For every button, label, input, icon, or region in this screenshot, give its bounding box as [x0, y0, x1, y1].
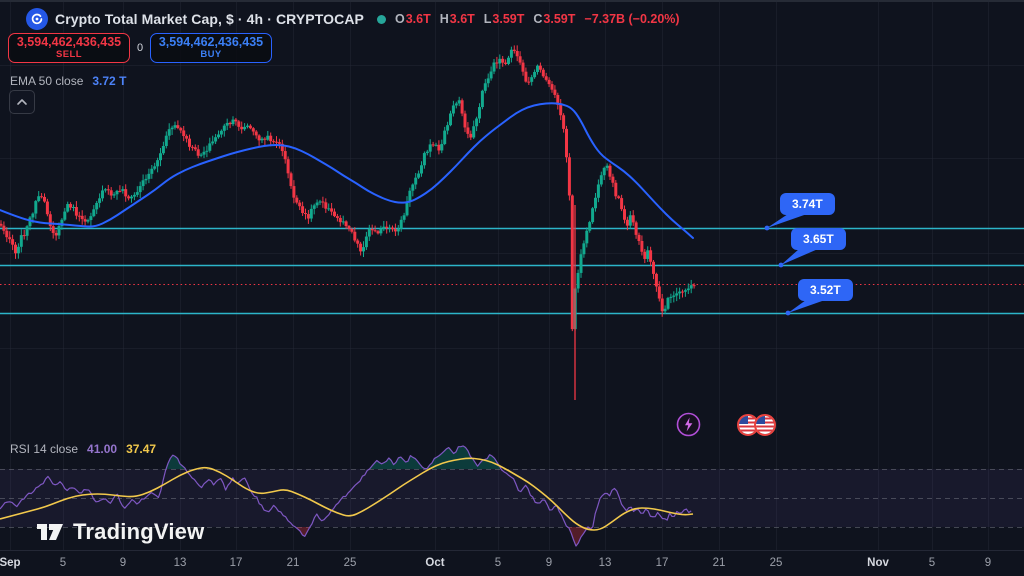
buy-price: 3,594,462,436,435 [158, 35, 264, 50]
time-axis-tick: 25 [343, 557, 357, 569]
ohlc-item: O3.6T [394, 12, 431, 26]
time-axis-tick: Sep [0, 557, 21, 569]
callout-anchor-dot [778, 262, 784, 268]
sell-label: SELL [56, 48, 82, 60]
time-axis-tick: 13 [598, 557, 612, 569]
time-axis-tick: 17 [655, 557, 669, 569]
spread-value: 0 [136, 42, 144, 54]
time-axis-tick: Oct [425, 557, 445, 569]
rsi-label: RSI 14 close [10, 442, 79, 456]
time-axis-tick: 21 [286, 557, 300, 569]
change-readout: −7.37B (−0.20%) [584, 12, 680, 26]
price-level-label[interactable]: 3.74T [780, 193, 835, 215]
rsi-ma-line[interactable] [0, 457, 694, 531]
collapse-panel-button[interactable] [9, 90, 35, 114]
time-axis-tick: 5 [928, 557, 936, 569]
tradingview-logo-icon [37, 524, 63, 540]
time-axis-tick: 21 [712, 557, 726, 569]
rsi-band [0, 469, 1024, 527]
time-axis-tick: 5 [59, 557, 67, 569]
cryptocap-logo-icon[interactable] [26, 8, 48, 30]
callout-tail [767, 214, 807, 228]
callout-anchor-dot [785, 310, 791, 316]
time-axis-tick: 17 [229, 557, 243, 569]
market-status-dot[interactable] [376, 14, 386, 24]
candlesticks [0, 45, 696, 332]
us-flag-icon [754, 414, 776, 436]
watermark-text: TradingView [73, 519, 205, 544]
ema-label: EMA 50 close [10, 74, 84, 88]
rsi-indicator-legend[interactable]: RSI 14 close 41.00 37.47 [10, 442, 156, 456]
buy-button[interactable]: 3,594,462,436,435 BUY [150, 33, 272, 63]
event-markers [676, 412, 806, 438]
lightning-event-icon[interactable] [676, 412, 701, 442]
us-economic-event-icons[interactable] [736, 413, 777, 437]
time-axis-tick: 9 [984, 557, 992, 569]
time-axis-tick: 9 [119, 557, 127, 569]
symbol-title[interactable]: Crypto Total Market Cap, $ · 4h · CRYPTO… [55, 11, 364, 27]
ohlc-item: H3.6T [439, 12, 475, 26]
time-axis-tick: 25 [769, 557, 783, 569]
rsi-ma-value: 37.47 [126, 442, 157, 456]
ohlc-item: L3.59T [483, 12, 525, 26]
rsi-oversold-fill [567, 527, 588, 547]
time-axis-tick: Nov [867, 557, 889, 569]
us-flag-icon [737, 414, 759, 436]
price-level-label[interactable]: 3.52T [798, 279, 853, 301]
chevron-up-icon [17, 99, 27, 105]
callout-anchor-dot [764, 225, 770, 231]
time-axis-tick: 5 [494, 557, 502, 569]
window-top-border [0, 0, 1024, 2]
ohlc-item: C3.59T [533, 12, 576, 26]
time-axis-tick: 9 [545, 557, 553, 569]
order-panel: 3,594,462,436,435 SELL 0 3,594,462,436,4… [8, 33, 272, 63]
tradingview-watermark: TradingView [36, 519, 204, 545]
callout-tail [788, 300, 825, 313]
price-level-label[interactable]: 3.65T [791, 228, 846, 250]
time-axis-tick: 13 [173, 557, 187, 569]
symbol-header: Crypto Total Market Cap, $ · 4h · CRYPTO… [26, 8, 680, 30]
time-axis[interactable]: Sep 5 9 13 17 21 25 Oct 5 9 13 17 21 25 Nov 5 9 [0, 550, 1024, 576]
rsi-value: 41.00 [87, 442, 118, 456]
ema-line[interactable] [0, 102, 694, 239]
rsi-overbought-fill [166, 455, 186, 469]
ohlc-readout: O3.6T H3.6T L3.59T C3.59T −7.37B (−0.20%) [395, 12, 680, 26]
sell-price: 3,594,462,436,435 [16, 35, 122, 50]
ema-indicator-legend[interactable]: EMA 50 close 3.72 T [10, 74, 126, 88]
chart-canvas[interactable] [0, 0, 1024, 550]
buy-label: BUY [200, 48, 222, 60]
ema-value: 3.72 T [92, 74, 127, 88]
sell-button[interactable]: 3,594,462,436,435 SELL [8, 33, 130, 63]
callout-tail [781, 249, 818, 265]
